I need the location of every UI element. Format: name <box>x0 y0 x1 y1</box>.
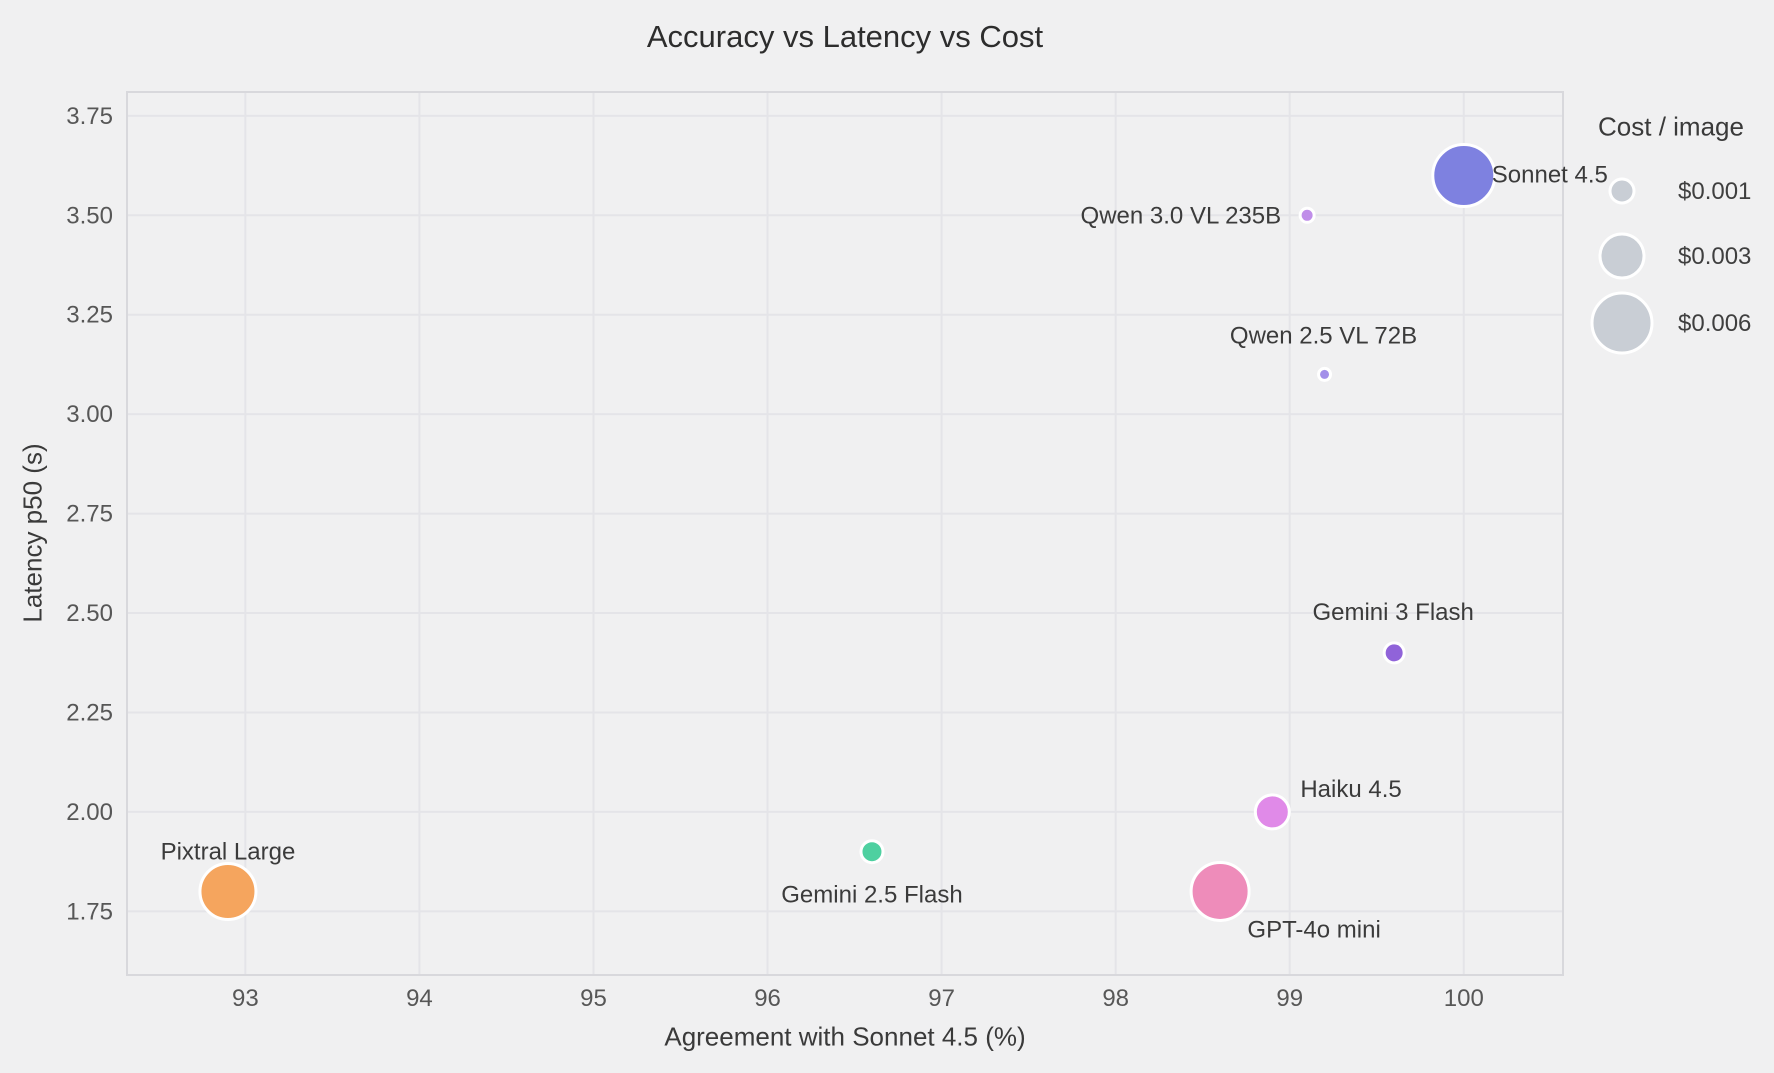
legend-title: Cost / image <box>1598 111 1744 142</box>
y-tick-label-3.75: 3.75 <box>66 103 113 130</box>
x-tick-label-98: 98 <box>1102 985 1129 1012</box>
y-axis-title: Latency p50 (s) <box>17 443 48 623</box>
point-label-qwen-2-5-vl-72b: Qwen 2.5 VL 72B <box>1230 322 1417 349</box>
bubble-gemini-3-flash[interactable] <box>1382 641 1406 665</box>
point-label-pixtral-large: Pixtral Large <box>161 838 296 865</box>
point-label-sonnet-4-5: Sonnet 4.5 <box>1492 162 1608 189</box>
y-tick-label-3: 3.00 <box>66 401 113 428</box>
x-axis-title: Agreement with Sonnet 4.5 (%) <box>664 1021 1026 1052</box>
bubble-pixtral-large[interactable] <box>198 861 258 921</box>
x-tick-label-94: 94 <box>406 985 433 1012</box>
bubble-qwen-3-0-vl-235b[interactable] <box>1298 206 1316 224</box>
x-tick-label-97: 97 <box>928 985 955 1012</box>
legend-bubble-0-006[interactable] <box>1590 291 1654 355</box>
x-tick-label-96: 96 <box>754 985 781 1012</box>
legend-item-0-006[interactable]: $0.006 <box>1590 291 1751 355</box>
legend-item-label[interactable]: $0.003 <box>1678 243 1751 270</box>
y-tick-label-2: 2.00 <box>66 799 113 826</box>
bubble-gemini-2-5-flash[interactable] <box>859 839 885 865</box>
x-tick-label-95: 95 <box>580 985 607 1012</box>
plot-border <box>126 91 1564 976</box>
legend-bubble-0-003[interactable] <box>1598 232 1646 280</box>
point-label-qwen-3-0-vl-235b: Qwen 3.0 VL 235B <box>1081 202 1282 229</box>
x-tick-label-99: 99 <box>1276 985 1303 1012</box>
point-label-gpt-4o-mini: GPT-4o mini <box>1247 916 1380 943</box>
y-tick-label-2.75: 2.75 <box>66 501 113 528</box>
legend-item-0-003[interactable]: $0.003 <box>1598 232 1751 280</box>
legend-bubble-0-001[interactable] <box>1608 177 1636 205</box>
bubble-qwen-2-5-vl-72b[interactable] <box>1317 366 1333 382</box>
x-tick-label-93: 93 <box>232 985 259 1012</box>
legend-item-label[interactable]: $0.006 <box>1678 310 1751 337</box>
legend-item-label[interactable]: $0.001 <box>1678 178 1751 205</box>
point-label-haiku-4-5: Haiku 4.5 <box>1300 776 1401 803</box>
point-label-gemini-3-flash: Gemini 3 Flash <box>1312 599 1473 626</box>
y-tick-label-2.5: 2.50 <box>66 600 113 627</box>
point-label-gemini-2-5-flash: Gemini 2.5 Flash <box>781 882 962 909</box>
legend-item-0-001[interactable]: $0.001 <box>1608 177 1751 205</box>
y-tick-label-3.5: 3.50 <box>66 202 113 229</box>
chart-title: Accuracy vs Latency vs Cost <box>646 19 1044 54</box>
y-tick-label-2.25: 2.25 <box>66 699 113 726</box>
bubble-gpt-4o-mini[interactable] <box>1189 860 1251 922</box>
y-tick-label-1.75: 1.75 <box>66 898 113 925</box>
y-tick-label-3.25: 3.25 <box>66 302 113 329</box>
bubble-haiku-4-5[interactable] <box>1253 793 1291 831</box>
bubble-sonnet-4-5[interactable] <box>1431 143 1497 209</box>
x-tick-label-100: 100 <box>1444 985 1484 1012</box>
